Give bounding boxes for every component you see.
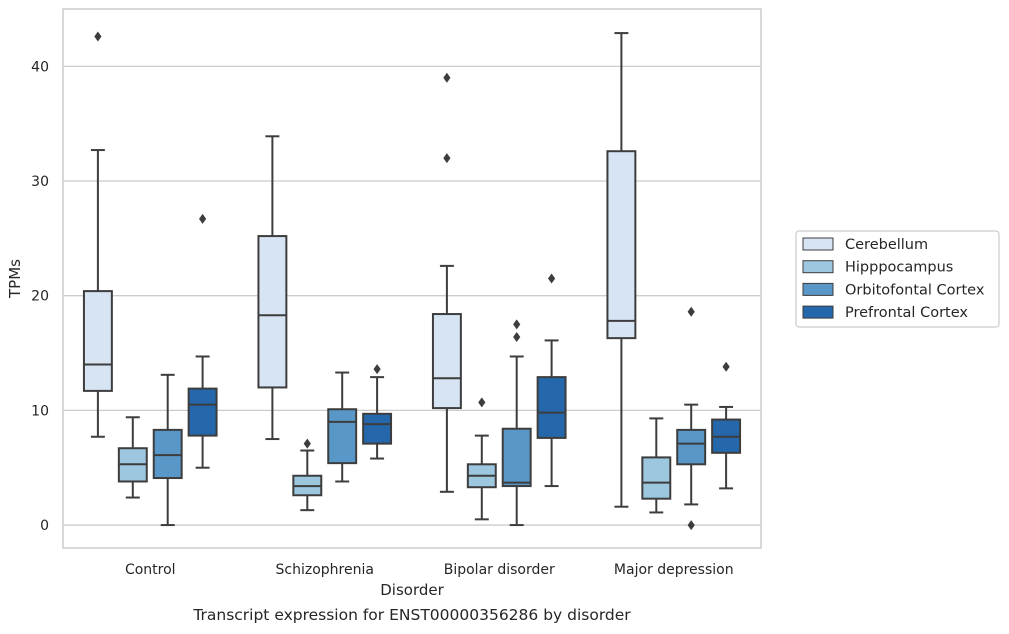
x-axis-label: Disorder [380,581,444,599]
box [676,428,707,466]
outlier-point [199,213,207,224]
x-tick-label: Bipolar disorder [444,562,555,578]
x-tick-label: Control [125,562,176,578]
box-group [466,397,497,521]
tick-labels: 0 10 20 30 40 Control Schizophrenia Bipolar dis… [31,59,733,578]
box-group [641,417,672,514]
y-tick-label: 0 [40,518,49,534]
legend-label: Orbitofontal Cortex [845,282,985,298]
y-axis-label: TPMs [6,259,24,299]
figure-caption: Transcript expression for ENST0000035628… [193,606,631,624]
plot-frame [62,8,762,549]
legend-label: Prefrontal Cortex [845,305,968,321]
box-group [711,361,742,490]
box-group [536,273,567,488]
box [187,387,218,437]
outlier-point [722,361,730,372]
outlier-point [513,331,521,342]
legend-swatch [802,237,834,251]
y-tick-label: 10 [31,403,49,419]
y-tick-label: 30 [31,174,49,190]
legend: Cerebellum Hipppocampus Orbitofontal Corte… [795,230,1000,328]
box [641,456,672,500]
legend-frame [795,230,1000,328]
outlier-point [513,319,521,330]
legend-label: Cerebellum [845,237,928,253]
box [327,408,358,465]
outlier-point [303,438,311,449]
box-group [501,319,532,527]
box-group [606,32,637,508]
box-group [117,416,148,499]
box [536,376,567,439]
x-tick-label: Schizophrenia [276,562,374,578]
box [606,150,637,340]
legend-swatch [802,282,834,296]
box-series [82,31,742,531]
box-group [257,135,288,441]
box-group [82,31,113,438]
box-group [187,213,218,469]
box [152,428,183,480]
outlier-point [687,306,695,317]
box-group [362,364,393,460]
outlier-point [478,397,486,408]
legend-swatch [802,305,834,319]
outlier-point [548,273,556,284]
box-group [676,306,707,531]
outlier-point [94,31,102,42]
outlier-point [373,364,381,375]
box [362,412,393,445]
y-tick-label: 20 [31,289,49,305]
outlier-point [687,520,695,531]
grid-lines [63,65,761,526]
box-group [431,72,462,493]
x-tick-label: Major depression [614,562,734,578]
box [257,235,288,389]
legend-label: Hipppocampus [845,260,953,276]
outlier-point [443,153,451,164]
box-group [152,373,183,527]
box [82,290,113,392]
box [431,313,462,410]
y-tick-label: 40 [31,59,49,75]
box [501,427,532,488]
legend-swatch [802,260,834,274]
box-group [327,371,358,483]
box-group [292,438,323,512]
outlier-point [443,72,451,83]
